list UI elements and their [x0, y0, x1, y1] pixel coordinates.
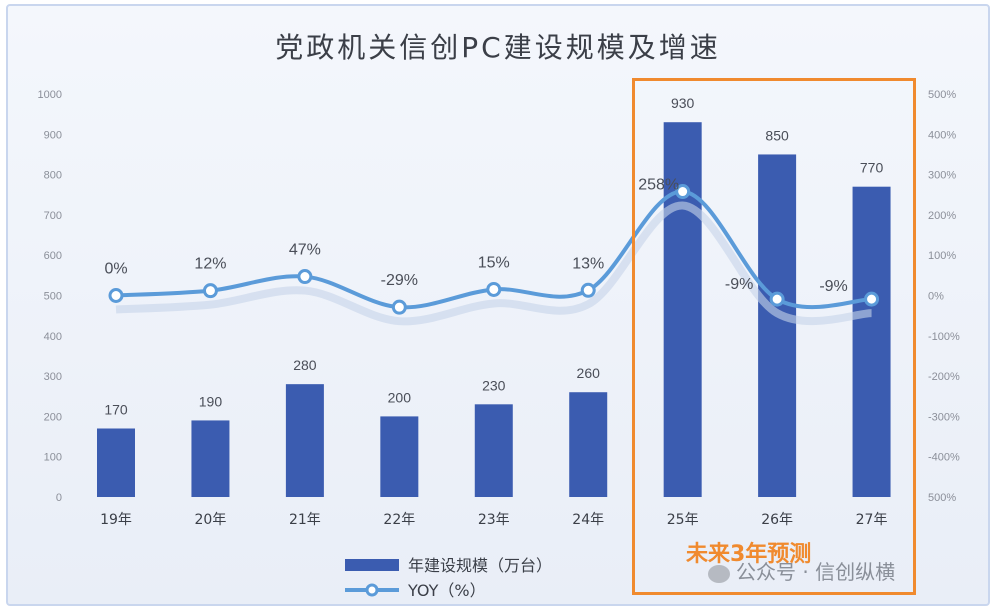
bar-label-27年: 770	[860, 160, 884, 176]
yoy-label-22年: -29%	[381, 272, 418, 289]
bar-label-25年: 930	[671, 95, 695, 111]
bar-label-22年: 200	[388, 389, 412, 405]
yoy-label-21年: 47%	[289, 242, 321, 259]
right-axis-tick-8: -300%	[928, 411, 960, 423]
yoy-label-26年: -9%	[725, 276, 753, 293]
bar-23年	[474, 404, 513, 497]
yoy-label-25年: 258%	[638, 177, 679, 194]
right-axis-tick-4: 100%	[928, 250, 956, 262]
category-label-19年: 19年	[100, 512, 132, 528]
right-axis-tick-9: -400%	[928, 452, 960, 464]
yoy-point-24年	[580, 282, 596, 298]
bar-label-19年: 170	[104, 401, 128, 417]
right-axis-tick-6: -100%	[928, 331, 960, 343]
category-label-27年: 27年	[856, 512, 888, 528]
category-label-26年: 26年	[761, 512, 793, 528]
yoy-point-25年	[675, 184, 691, 200]
yoy-label-24年: 13%	[572, 255, 604, 272]
yoy-label-20年: 12%	[194, 256, 226, 273]
bar-20年	[191, 420, 230, 497]
left-axis-tick-100: 100	[44, 452, 62, 464]
bar-19年	[97, 428, 135, 497]
watermark-text: 公众号 · 信创纵横	[736, 560, 896, 584]
left-axis-tick-200: 200	[44, 411, 62, 423]
left-axis-tick-600: 600	[44, 250, 62, 262]
yoy-line	[115, 189, 872, 310]
left-axis-tick-500: 500	[44, 291, 62, 303]
right-axis-tick-0: 500%	[928, 89, 956, 101]
forecast-highlight-box	[632, 78, 916, 595]
left-axis-tick-1000: 1000	[38, 89, 62, 101]
yoy-label-19年: 0%	[104, 261, 127, 278]
left-axis-tick-400: 400	[44, 331, 62, 343]
yoy-line-shadow	[115, 201, 872, 326]
right-axis-tick-5: 0%	[928, 291, 944, 303]
legend-bar-swatch	[345, 559, 399, 571]
category-label-22年: 22年	[383, 512, 415, 528]
yoy-point-20年	[202, 283, 218, 299]
watermark: 公众号 · 信创纵横	[708, 556, 895, 585]
bar-label-24年: 260	[577, 365, 601, 381]
bar-label-21年: 280	[293, 357, 317, 373]
category-label-21年: 21年	[289, 512, 321, 528]
yoy-point-26年	[769, 291, 785, 307]
chart-title: 党政机关信创PC建设规模及增速	[275, 31, 721, 64]
right-axis-tick-1: 400%	[928, 129, 956, 141]
forecast-label: 未来3年预测	[686, 542, 812, 567]
bar-22年	[380, 416, 419, 497]
bar-27年	[852, 186, 891, 497]
wechat-icon	[708, 564, 730, 583]
yoy-label-27年: -9%	[819, 278, 847, 295]
right-axis-tick-7: -200%	[928, 371, 960, 383]
category-label-23年: 23年	[478, 512, 510, 528]
left-axis-tick-800: 800	[44, 170, 62, 182]
bar-label-26年: 850	[765, 127, 789, 143]
yoy-label-23年: 15%	[478, 254, 510, 271]
bar-label-23年: 230	[482, 377, 506, 393]
yoy-point-22年	[391, 299, 407, 315]
right-axis-tick-2: 300%	[928, 170, 956, 182]
bar-26年	[758, 154, 797, 497]
category-label-20年: 20年	[195, 512, 227, 528]
bar-label-20年: 190	[199, 393, 223, 409]
legend-line-marker	[365, 583, 379, 597]
left-axis-tick-700: 700	[44, 210, 62, 222]
legend-bar-label: 年建设规模（万台）	[408, 556, 552, 575]
right-axis-tick-10: 500%	[928, 492, 956, 504]
yoy-point-19年	[108, 288, 124, 303]
bar-21年	[285, 384, 324, 497]
left-axis-tick-300: 300	[44, 371, 62, 383]
yoy-point-21年	[297, 269, 313, 285]
yoy-point-27年	[864, 291, 880, 307]
legend-line-label: YOY（%）	[407, 581, 486, 600]
left-axis-tick-900: 900	[44, 129, 62, 141]
right-axis-tick-3: 200%	[928, 210, 956, 222]
category-label-24年: 24年	[572, 512, 604, 528]
bar-24年	[569, 392, 608, 497]
category-label-25年: 25年	[667, 512, 699, 528]
left-axis-tick-0: 0	[56, 492, 62, 504]
yoy-point-23年	[486, 281, 502, 297]
